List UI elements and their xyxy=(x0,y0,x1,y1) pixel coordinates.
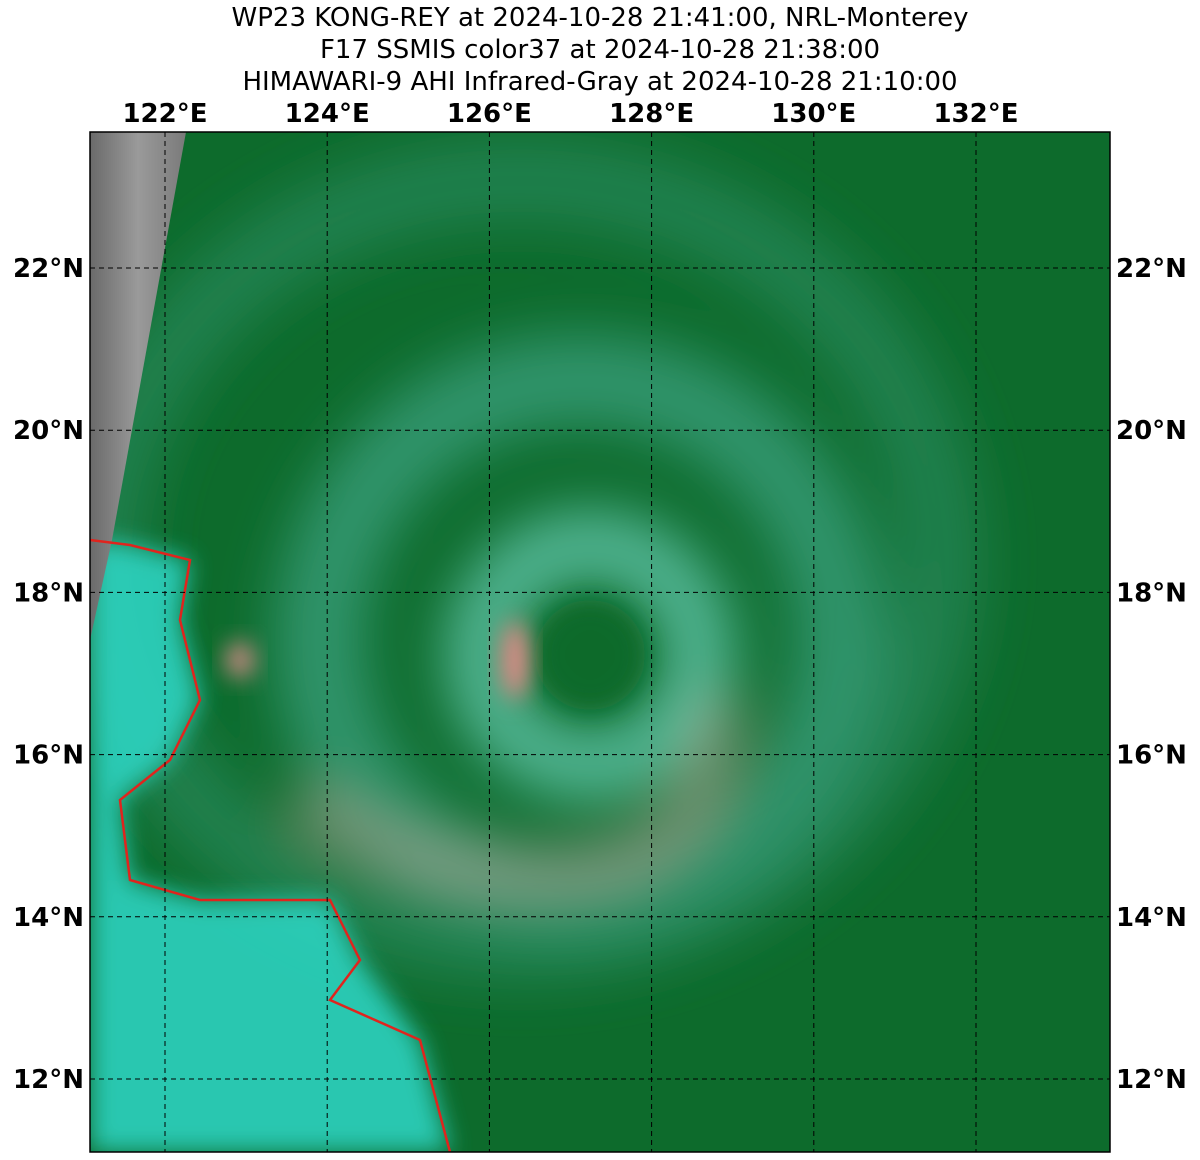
lat-label: 12°N xyxy=(1116,1065,1187,1095)
lat-label: 18°N xyxy=(1116,578,1187,608)
lat-label: 14°N xyxy=(13,903,84,933)
graticule xyxy=(90,132,1110,1152)
lat-label: 12°N xyxy=(13,1065,84,1095)
title-line: HIMAWARI-9 AHI Infrared-Gray at 2024-10-… xyxy=(242,67,957,97)
lon-label: 126°E xyxy=(447,99,532,129)
lon-label: 122°E xyxy=(122,99,207,129)
lat-label: 22°N xyxy=(1116,254,1187,284)
imagery xyxy=(90,132,1110,1152)
lat-label: 16°N xyxy=(1116,741,1187,771)
lat-label: 22°N xyxy=(13,254,84,284)
lon-label: 128°E xyxy=(609,99,694,129)
lat-label: 14°N xyxy=(1116,903,1187,933)
lon-label: 124°E xyxy=(285,99,370,129)
plot-frame xyxy=(89,131,1111,1153)
lon-label: 130°E xyxy=(771,99,856,129)
lat-label: 18°N xyxy=(13,578,84,608)
lat-label: 20°N xyxy=(1116,416,1187,446)
lon-label: 132°E xyxy=(933,99,1018,129)
lat-label: 16°N xyxy=(13,741,84,771)
lat-label: 20°N xyxy=(13,416,84,446)
title-line: F17 SSMIS color37 at 2024-10-28 21:38:00 xyxy=(320,35,880,65)
title-line: WP23 KONG-REY at 2024-10-28 21:41:00, NR… xyxy=(232,3,969,33)
